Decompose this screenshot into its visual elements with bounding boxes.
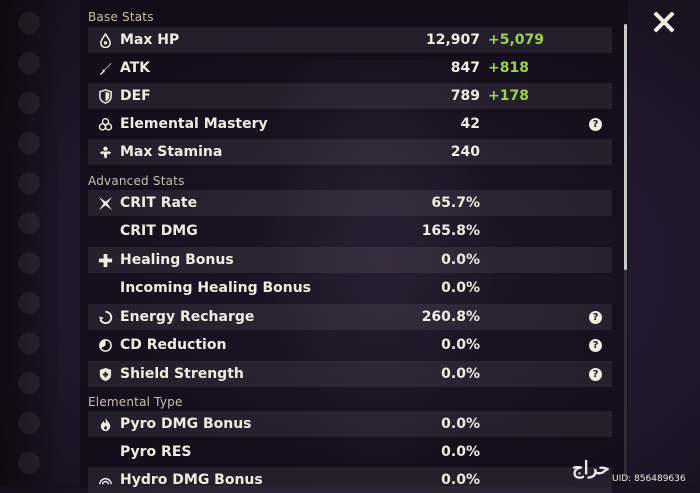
stat-row-hydro-dmg-bonus[interactable]: Hydro DMG Bonus 0.0% [88,467,612,493]
stat-row-pyro-res[interactable]: Pyro RES 0.0% [88,439,612,465]
rail-icon [18,52,40,74]
stat-label: CD Reduction [120,337,227,353]
stat-value: 0.0% [441,444,480,460]
stat-value: 0.0% [441,416,480,432]
help-icon[interactable]: ? [589,310,602,324]
stat-label: Max HP [120,32,180,48]
rail-icon [18,92,40,114]
stat-label: Elemental Mastery [120,116,268,132]
stat-row-def[interactable]: DEF 789 +178 [88,83,612,109]
stat-label: Healing Bonus [120,252,234,268]
healing-cross-icon [96,251,114,269]
section-title-advanced-stats: Advanced Stats [88,174,185,188]
stat-label: DEF [120,88,151,104]
stat-row-energy-recharge[interactable]: Energy Recharge 260.8% ? [88,304,612,330]
stat-value: 12,907 [425,32,480,48]
section-title-elemental-type: Elemental Type [88,395,183,409]
stat-label: Shield Strength [120,366,244,382]
rail-icon [18,372,40,394]
stat-value: 0.0% [441,472,480,488]
rail-icon [18,212,40,234]
stat-label: CRIT DMG [120,223,198,239]
stat-row-atk[interactable]: ATK 847 +818 [88,55,612,81]
stat-value: 42 [460,116,480,132]
rail-icon [18,412,40,434]
watermark-logo: حراج [572,458,610,479]
stats-panel [80,0,628,486]
stat-value: 0.0% [441,280,480,296]
stat-value: 165.8% [421,223,480,239]
sword-icon [96,59,114,77]
shield-strength-icon [96,365,114,383]
stat-value: 0.0% [441,337,480,353]
rail-icon [18,12,40,34]
stat-label: Max Stamina [120,144,223,160]
stat-bonus: +178 [488,88,529,104]
stat-value: 847 [450,60,480,76]
section-title-base-stats: Base Stats [88,10,154,24]
stat-value: 260.8% [421,309,480,325]
shield-icon [96,87,114,105]
energy-recharge-icon [96,308,114,326]
stat-row-cd-reduction[interactable]: CD Reduction 0.0% ? [88,332,612,358]
uid-label: UID: 856489636 [612,474,686,484]
stat-row-pyro-dmg-bonus[interactable]: Pyro DMG Bonus 0.0% [88,411,612,437]
stat-label: CRIT Rate [120,195,198,211]
stat-value: 0.0% [441,252,480,268]
stat-row-healing-bonus[interactable]: Healing Bonus 0.0% [88,247,612,273]
stat-bonus: +5,079 [488,32,545,48]
hydro-icon [96,471,114,489]
stat-label: Pyro DMG Bonus [120,416,252,432]
cd-reduction-icon [96,336,114,354]
stat-value: 65.7% [431,195,480,211]
stat-label: Energy Recharge [120,309,255,325]
stat-row-elemental-mastery[interactable]: Elemental Mastery 42 ? [88,111,612,137]
help-icon[interactable]: ? [589,117,602,131]
rail-icon [18,452,40,474]
stat-label: Incoming Healing Bonus [120,280,312,296]
stat-row-crit-dmg[interactable]: CRIT DMG 165.8% [88,218,612,244]
stat-label: ATK [120,60,151,76]
rail-icon [18,332,40,354]
stat-label: Hydro DMG Bonus [120,472,263,488]
rail-icon [18,252,40,274]
stat-row-max-stamina[interactable]: Max Stamina 240 [88,139,612,165]
stamina-icon [96,143,114,161]
hp-droplet-icon [96,31,114,49]
left-navigation-rail [0,0,58,486]
rail-icon [18,172,40,194]
rail-icon [18,292,40,314]
help-icon[interactable]: ? [589,338,602,352]
stat-row-incoming-healing-bonus[interactable]: Incoming Healing Bonus 0.0% [88,275,612,301]
pyro-flame-icon [96,415,114,433]
stat-bonus: +818 [488,60,529,76]
help-icon[interactable]: ? [589,367,602,381]
rail-icon [18,132,40,154]
stat-row-max-hp[interactable]: Max HP 12,907 +5,079 [88,27,612,53]
elemental-mastery-icon [96,115,114,133]
stat-value: 789 [450,88,480,104]
stat-row-crit-rate[interactable]: CRIT Rate 65.7% [88,190,612,216]
close-button[interactable] [652,10,676,34]
stat-value: 240 [450,144,480,160]
scrollbar-thumb[interactable] [624,24,627,270]
stat-value: 0.0% [441,366,480,382]
stat-row-shield-strength[interactable]: Shield Strength 0.0% ? [88,361,612,387]
stat-label: Pyro RES [120,444,192,460]
crit-icon [96,194,114,212]
